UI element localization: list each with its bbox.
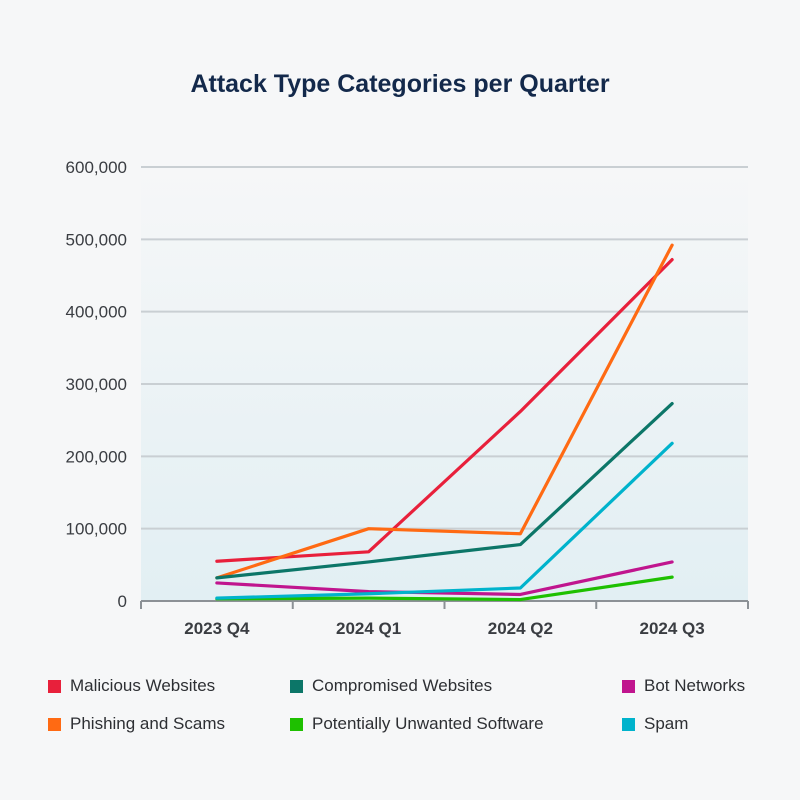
- grid-lines: [141, 166, 748, 530]
- y-axis-ticks: 0 100,000 200,000 300,000 400,000 500,000 600,…: [66, 158, 127, 611]
- y-tick-label: 200,000: [66, 447, 127, 466]
- legend-swatch: [622, 679, 635, 693]
- y-tick-label: 100,000: [66, 520, 127, 539]
- legend-swatch: [48, 679, 61, 693]
- legend-label: Spam: [644, 714, 689, 733]
- series-lines: [215, 243, 674, 602]
- legend-label: Malicious Websites: [70, 676, 216, 695]
- legend-swatch: [290, 679, 303, 693]
- legend-item-phishing-and-scams: Phishing and Scams: [48, 714, 225, 734]
- x-axis: 2023 Q4 2024 Q1 2024 Q2 2024 Q3: [140, 600, 749, 638]
- x-tick-label: 2023 Q4: [184, 619, 250, 638]
- legend-label: Phishing and Scams: [70, 714, 225, 733]
- legend-item-compromised-websites: Compromised Websites: [290, 676, 492, 696]
- y-tick-label: 300,000: [66, 375, 127, 394]
- y-tick-label: 400,000: [66, 303, 127, 322]
- legend-swatch: [290, 717, 303, 731]
- legend-label: Bot Networks: [644, 676, 746, 695]
- y-tick-label: 600,000: [66, 158, 127, 177]
- series-line-potentially-unwanted-software: [215, 575, 674, 602]
- y-tick-label: 0: [118, 592, 127, 611]
- legend-label: Compromised Websites: [312, 676, 493, 695]
- legend-item-bot-networks: Bot Networks: [622, 676, 745, 696]
- legend-item-potentially-unwanted-software: Potentially Unwanted Software: [290, 714, 544, 734]
- legend-swatch: [48, 717, 61, 731]
- legend-item-malicious-websites: Malicious Websites: [48, 676, 215, 696]
- series-line-spam: [215, 441, 674, 600]
- x-tick-label: 2024 Q2: [488, 619, 553, 638]
- legend-swatch: [622, 717, 635, 731]
- legend-item-spam: Spam: [622, 714, 688, 734]
- x-tick-label: 2024 Q1: [336, 619, 401, 638]
- series-line-bot-networks: [215, 560, 674, 597]
- y-tick-label: 500,000: [66, 230, 127, 249]
- legend-label: Potentially Unwanted Software: [312, 714, 544, 733]
- chart-title: Attack Type Categories per Quarter: [190, 70, 610, 98]
- series-line-malicious-websites: [215, 257, 674, 563]
- x-tick-label: 2024 Q3: [640, 619, 705, 638]
- legend: Malicious Websites Phishing and Scams Co…: [48, 676, 768, 746]
- series-line-compromised-websites: [215, 401, 674, 580]
- series-line-phishing-and-scams: [215, 243, 674, 580]
